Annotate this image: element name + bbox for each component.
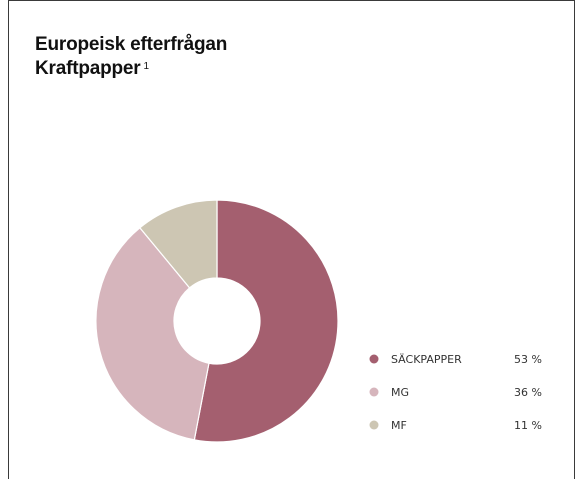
title-line-2: Kraftpapper 1 — [35, 57, 227, 81]
chart-title: Europeisk efterfrågan Kraftpapper 1 — [35, 33, 227, 81]
slice-s-ckpapper — [193, 199, 339, 443]
chart-frame — [8, 0, 575, 479]
legend-marker-mf — [369, 420, 379, 430]
legend-label-mg: MG — [391, 386, 409, 399]
legend-marker-mg — [369, 387, 379, 397]
legend-label-mf: MF — [391, 419, 407, 432]
slice-mf — [139, 199, 218, 289]
legend-value-mg: 36 % — [514, 386, 542, 399]
chart-legend: SÄCKPAPPER 53 % MG 36 % MF 11 % — [369, 353, 542, 432]
footnote-marker: 1 — [143, 61, 149, 72]
donut-slices — [95, 199, 339, 443]
slice-mg — [95, 226, 210, 441]
legend-value-s-ckpapper: 53 % — [514, 353, 542, 366]
legend-marker-s-ckpapper — [369, 354, 379, 364]
title-line-2-text: Kraftpapper — [35, 58, 141, 79]
legend-label-s-ckpapper: SÄCKPAPPER — [391, 353, 462, 366]
title-line-1: Europeisk efterfrågan — [35, 34, 228, 55]
legend-value-mf: 11 % — [514, 419, 542, 432]
